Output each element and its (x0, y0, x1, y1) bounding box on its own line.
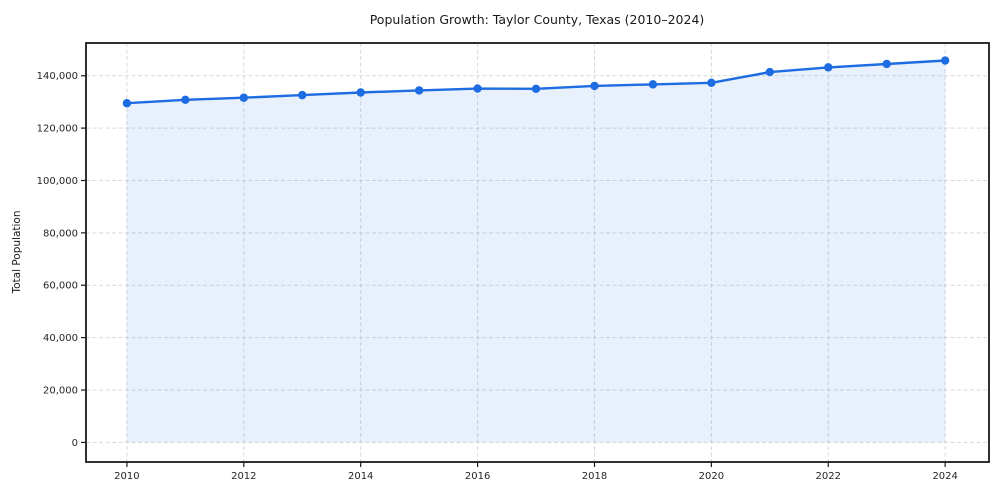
data-point-2019 (648, 80, 658, 89)
data-point-2018 (590, 81, 599, 91)
axis-tick-labels: 0 20,000 40,000 60,000 80,000 100,000 120,000 1… (37, 71, 958, 482)
data-point-2013 (298, 90, 307, 100)
y-axis-label: Total Population (11, 210, 23, 294)
plot-border (85, 42, 990, 463)
x-tick-label: 2010 (114, 471, 139, 482)
chart-title: Population Growth: Taylor County, Texas … (370, 12, 705, 27)
x-tick-label: 2014 (348, 471, 373, 482)
area-fill (126, 60, 946, 443)
data-point-2017 (531, 84, 541, 94)
y-tick-label: 100,000 (37, 176, 78, 187)
x-tick-label: 2012 (231, 471, 256, 482)
y-tick-label: 60,000 (43, 281, 78, 292)
data-point-2010 (122, 99, 132, 108)
gridlines (86, 43, 989, 462)
data-point-2012 (239, 93, 249, 102)
x-tick-label: 2022 (816, 471, 841, 482)
x-tick-label: 2024 (932, 471, 957, 482)
y-tick-label: 40,000 (43, 333, 78, 344)
area-fill-layer (126, 60, 946, 443)
data-point-2014 (356, 88, 365, 97)
x-tick-label: 2016 (465, 471, 490, 482)
data-point-2020 (707, 78, 716, 88)
data-point-2024 (940, 56, 950, 65)
y-tick-label: 80,000 (43, 228, 78, 239)
y-tick-label: 0 (72, 438, 78, 449)
x-tick-label: 2018 (582, 471, 607, 482)
data-point-2022 (824, 63, 833, 72)
y-tick-label: 20,000 (43, 385, 78, 396)
y-tick-label: 140,000 (37, 71, 78, 82)
axis-ticks (81, 75, 946, 467)
y-tick-label: 120,000 (37, 124, 78, 135)
data-point-2016 (473, 84, 482, 93)
data-point-2015 (414, 86, 424, 95)
data-points-layer (122, 56, 950, 108)
data-point-2021 (765, 67, 775, 77)
data-point-2011 (181, 95, 190, 105)
data-point-2023 (882, 59, 891, 69)
x-tick-label: 2020 (699, 471, 724, 482)
